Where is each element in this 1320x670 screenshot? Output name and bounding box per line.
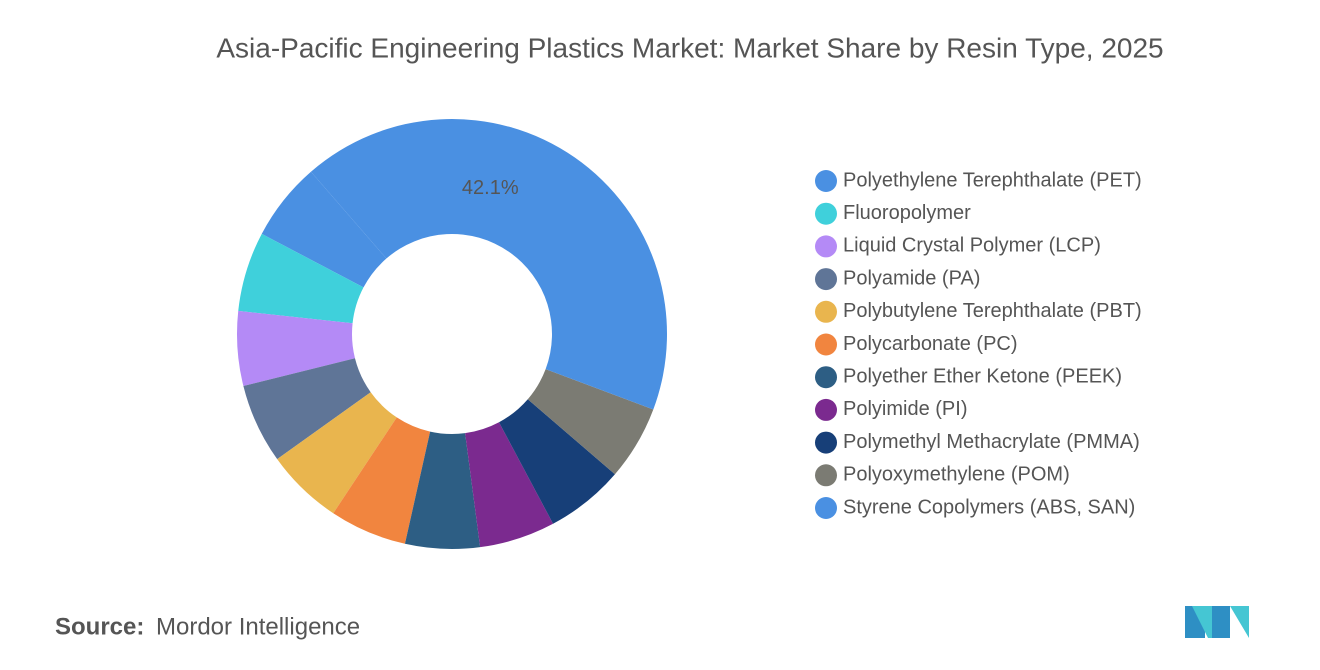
donut-slice (499, 399, 615, 524)
chart-title: Asia-Pacific Engineering Plastics Market… (216, 32, 1163, 63)
source-label: Source: (55, 613, 144, 640)
legend-label: Polybutylene Terephthalate (PBT) (843, 300, 1142, 322)
legend-label: Liquid Crystal Polymer (LCP) (843, 235, 1101, 257)
legend-marker (815, 431, 837, 454)
legend-marker (815, 202, 837, 225)
donut-slice (237, 310, 355, 387)
legend-label: Polyoxymethylene (POM) (843, 464, 1070, 486)
legend-marker (815, 235, 837, 258)
legend-label: Polycarbonate (PC) (843, 333, 1018, 355)
donut-slice (465, 422, 554, 548)
legend-marker (815, 366, 837, 389)
donut-slice (261, 171, 387, 288)
donut-slice (238, 233, 364, 324)
donut-slice (333, 417, 431, 544)
legend-label: Polyimide (PI) (843, 398, 967, 420)
legend-marker (815, 268, 837, 291)
source: Mordor Intelligence (156, 613, 360, 640)
legend-label: Styrene Copolymers (ABS, SAN) (843, 496, 1135, 518)
legend-marker (815, 497, 837, 519)
legend-label: Polyether Ether Ketone (PEEK) (843, 365, 1122, 387)
legend-label: Polyethylene Terephthalate (PET) (843, 169, 1142, 191)
donut-slice (310, 119, 667, 410)
legend-label: Fluoropolymer (843, 202, 971, 224)
legend-marker (815, 170, 837, 192)
data-label: 42.1% (462, 177, 519, 199)
logo (1185, 606, 1249, 638)
donut-slice (277, 392, 397, 514)
legend-marker (815, 333, 837, 356)
donut-slice (527, 369, 654, 475)
legend-label: Polyamide (PA) (843, 267, 980, 289)
legend-label: Polymethyl Methacrylate (PMMA) (843, 431, 1140, 453)
legend-marker (815, 398, 837, 421)
legend-marker (815, 300, 837, 323)
legend-marker (815, 464, 837, 487)
donut-slice (404, 431, 481, 549)
donut-slice (243, 358, 371, 460)
